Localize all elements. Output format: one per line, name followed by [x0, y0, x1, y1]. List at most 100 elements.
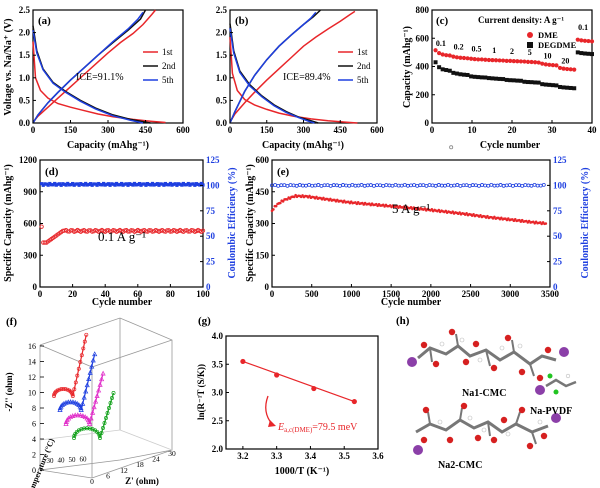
point-degdme [486, 76, 491, 81]
efficiency-point [353, 183, 358, 188]
panel-c-legend: DME DEGDME [527, 30, 577, 50]
efficiency-point [390, 183, 395, 188]
capacity-point [437, 208, 441, 212]
efficiency-point [477, 183, 481, 188]
point-dme [522, 59, 527, 64]
eis-point [68, 399, 74, 404]
panel-g-annotation: Ea,c(DME)=79.5 meV [277, 422, 358, 434]
point-degdme [476, 75, 481, 80]
y2-tick-label: 75 [206, 206, 216, 216]
efficiency-point [455, 183, 460, 187]
efficiency-point [181, 181, 186, 186]
efficiency-point [123, 182, 127, 186]
eis-point [87, 369, 93, 375]
panel-e-ylabel: Specific Capacity (mAhg⁻¹) [245, 164, 256, 282]
eis-point [98, 436, 102, 440]
eis-point [110, 396, 114, 400]
rate-label: 5 [528, 48, 532, 57]
point-dme [458, 55, 463, 60]
efficiency-point [186, 181, 190, 186]
panel-d-annotation: 0.1 A g⁻¹ [98, 229, 146, 244]
panel-f-box [39, 317, 173, 479]
point-dme [447, 53, 452, 58]
eis-point [99, 376, 105, 382]
capacity-point [430, 208, 434, 211]
eis-point [108, 401, 113, 405]
x-tick-label: 40 [101, 289, 111, 299]
point-dme [437, 50, 442, 56]
point-degdme [515, 78, 520, 83]
y-tick-label: 8 [32, 404, 36, 413]
efficiency-point [433, 183, 438, 188]
eis-point [72, 412, 78, 418]
rate-label: 0.1 [436, 39, 446, 48]
capacity-point [200, 228, 206, 233]
legend-label-2nd: 2nd [162, 61, 176, 71]
efficiency-point [443, 183, 447, 188]
panel-f-xlabel: Z' (ohm) [125, 476, 159, 486]
capacity-point [544, 222, 548, 225]
point-degdme [494, 76, 498, 81]
x-tick-label: 3500 [541, 289, 560, 299]
efficiency-point [134, 183, 138, 187]
eis-point [57, 387, 62, 392]
point-dme [451, 54, 456, 59]
y-tick-label: 600 [416, 33, 430, 43]
point-dme [504, 58, 509, 63]
molecule-na2-cmc: Na2-CMC [413, 402, 561, 471]
efficiency-point [396, 183, 401, 188]
efficiency-point [511, 184, 515, 188]
y-tick-label: 14 [28, 358, 36, 367]
panel-c-xlabel: Cycle number [480, 140, 541, 151]
panel-e-xlabel: Cycle number [381, 297, 442, 308]
y-tick-label: 0 [32, 466, 36, 475]
efficiency-point [316, 183, 321, 187]
panel-c-frame [431, 9, 593, 124]
efficiency-point [517, 183, 522, 188]
efficiency-point [44, 182, 49, 186]
panel-g-arrowhead [268, 420, 276, 427]
panel-g-label: (g) [198, 315, 211, 327]
efficiency-point [101, 181, 106, 186]
point-dme [465, 56, 470, 61]
point-degdme [451, 70, 456, 75]
point-dme [511, 59, 516, 64]
x-tick-label: 300 [101, 125, 115, 135]
efficiency-point [180, 183, 184, 187]
point-degdme [490, 76, 495, 81]
curve-1st-charge [229, 10, 356, 123]
point-degdme [590, 52, 594, 57]
efficiency-point [325, 183, 330, 187]
curve-1st-charge [32, 9, 157, 123]
y2-tick-label: 100 [553, 180, 567, 190]
efficiency-point [170, 183, 174, 187]
y2-tick-label: 50 [553, 231, 563, 241]
y-tick-label: 16 [28, 342, 36, 351]
x-tick-label: 3.3 [271, 451, 283, 461]
rate-label: 0.2 [454, 43, 464, 52]
sodium-atom [413, 445, 423, 455]
point-degdme [540, 82, 545, 87]
efficiency-point [193, 183, 197, 187]
x-tick-label: 300 [297, 125, 311, 135]
point-degdme [568, 85, 573, 90]
efficiency-point [110, 182, 114, 186]
eis-point [72, 433, 77, 438]
x-tick-label: 6 [106, 471, 110, 480]
efficiency-point [85, 183, 89, 187]
efficiency-point [288, 183, 293, 187]
efficiency-point [41, 183, 45, 187]
efficiency-point [115, 181, 119, 186]
efficiency-point [304, 183, 308, 188]
y-tick-label: 1200 [19, 155, 38, 165]
point-dme [508, 58, 513, 63]
efficiency-point [412, 183, 416, 187]
efficiency-point [176, 182, 181, 186]
capacity-point [444, 209, 448, 213]
x-tick-label: 100 [196, 289, 210, 299]
panel-h: (h) Na1-CMC [396, 315, 577, 471]
efficiency-point [486, 183, 491, 188]
point-degdme [444, 68, 449, 73]
curve-5th-discharge [229, 27, 315, 124]
